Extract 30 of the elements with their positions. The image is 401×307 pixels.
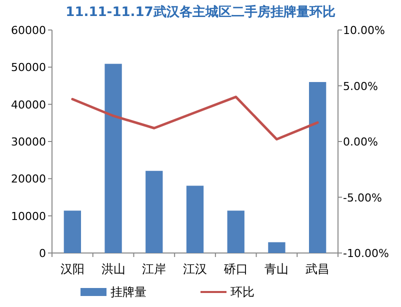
x-tick-label: 江汉	[183, 262, 207, 276]
y2-tick-label: -5.00%	[343, 191, 382, 204]
bar	[268, 242, 286, 253]
line-series	[71, 96, 319, 141]
bar	[308, 82, 326, 253]
y2-tick-label: 5.00%	[343, 80, 378, 93]
y-tick-label: 40000	[11, 98, 46, 112]
y2-tick-label: 0.00%	[343, 136, 378, 148]
x-tick-label: 青山	[264, 262, 289, 276]
bar	[186, 186, 204, 253]
x-tick-label: 汉阳	[60, 262, 84, 276]
bar	[146, 170, 163, 253]
x-tick-label: 武昌	[306, 262, 330, 276]
bar	[64, 210, 82, 253]
chart-title: 11.11-11.17武汉各主城区二手房挂牌量环比	[66, 4, 336, 20]
legend-label: 环比	[230, 285, 254, 299]
bar	[227, 210, 244, 253]
legend-label: 挂牌量	[110, 285, 146, 299]
y-tick-label: 60000	[11, 24, 46, 37]
y2-tick-label: 10.00%	[343, 24, 385, 37]
y-tick-label: 30000	[11, 136, 46, 148]
y-tick-label: 10000	[11, 210, 46, 223]
y2-tick-label: -10.00%	[343, 247, 389, 260]
x-tick-label: 硚口	[222, 262, 248, 276]
y-tick-label: 20000	[11, 172, 46, 186]
y-tick-label: 0	[39, 247, 46, 260]
x-tick-label: 江岸	[142, 262, 166, 276]
bar	[104, 64, 122, 253]
x-tick-label: 洪山	[101, 262, 126, 276]
y-tick-label: 50000	[11, 61, 46, 74]
